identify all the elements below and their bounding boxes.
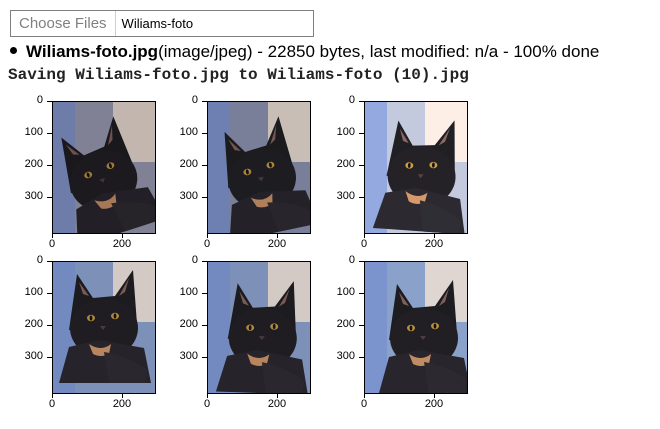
- y-tick-mark: [202, 101, 207, 102]
- y-tick-label: 200: [179, 158, 198, 170]
- subplot-6: 0 100 200 300 0 200: [312, 252, 468, 410]
- y-tick-mark: [202, 293, 207, 294]
- y-tick-mark: [359, 101, 364, 102]
- y-tick-label: 100: [179, 126, 198, 138]
- x-tick-mark: [122, 234, 123, 238]
- x-tick-label: 200: [267, 398, 287, 410]
- y-tick-label: 100: [179, 286, 198, 298]
- y-tick-mark: [47, 101, 52, 102]
- x-tick-label: 200: [112, 398, 132, 410]
- subplot-1: 0 100 200 300 0 200: [0, 92, 156, 250]
- y-tick-label: 200: [24, 158, 43, 170]
- y-tick-mark: [359, 325, 364, 326]
- y-tick-label: 100: [24, 286, 43, 298]
- saving-message: Saving Wiliams-foto.jpg to Wiliams-foto …: [8, 66, 469, 84]
- y-tick-mark: [202, 165, 207, 166]
- y-tick-label: 300: [24, 190, 43, 202]
- y-tick-label: 0: [348, 94, 355, 106]
- x-tick-label: 200: [112, 238, 132, 250]
- subplot-3: 0 100 200 300 0 200: [312, 92, 468, 250]
- y-tick-label: 300: [336, 350, 355, 362]
- y-tick-mark: [359, 165, 364, 166]
- y-tick-mark: [359, 133, 364, 134]
- x-tick-mark: [52, 394, 53, 398]
- y-tick-label: 0: [191, 254, 198, 266]
- y-tick-mark: [359, 261, 364, 262]
- cat-image: [207, 261, 311, 394]
- cat-photo: [53, 262, 155, 393]
- y-tick-label: 0: [191, 94, 198, 106]
- x-tick-mark: [52, 234, 53, 238]
- x-tick-label: 200: [424, 238, 444, 250]
- upload-details: (image/jpeg) - 22850 bytes, last modifie…: [158, 42, 600, 61]
- cat-photo: [365, 102, 467, 233]
- x-tick-mark: [434, 234, 435, 238]
- cat-image: [364, 101, 468, 234]
- y-tick-label: 0: [348, 254, 355, 266]
- x-tick-mark: [364, 394, 365, 398]
- y-tick-label: 300: [24, 350, 43, 362]
- y-tick-mark: [202, 357, 207, 358]
- y-tick-label: 300: [179, 350, 198, 362]
- cat-photo: [53, 102, 155, 233]
- x-tick-label: 0: [360, 398, 368, 410]
- y-tick-label: 200: [336, 318, 355, 330]
- y-tick-mark: [47, 165, 52, 166]
- x-tick-label: 0: [48, 238, 56, 250]
- y-tick-label: 100: [336, 286, 355, 298]
- x-tick-mark: [207, 394, 208, 398]
- cat-photo: [208, 102, 310, 233]
- y-tick-label: 0: [36, 94, 43, 106]
- image-grid: 0 100 200 300 0 200 0 100 200 300 0 200 0 100 200 300 0 2…: [0, 92, 660, 422]
- y-tick-label: 100: [24, 126, 43, 138]
- y-tick-mark: [47, 261, 52, 262]
- y-tick-label: 300: [336, 190, 355, 202]
- x-tick-label: 0: [360, 238, 368, 250]
- y-tick-mark: [47, 197, 52, 198]
- y-tick-label: 200: [179, 318, 198, 330]
- y-tick-label: 0: [36, 254, 43, 266]
- subplot-5: 0 100 200 300 0 200: [155, 252, 311, 410]
- y-tick-label: 200: [24, 318, 43, 330]
- y-tick-mark: [359, 357, 364, 358]
- y-tick-mark: [202, 261, 207, 262]
- cat-image: [207, 101, 311, 234]
- choose-files-button[interactable]: Choose Files: [11, 11, 116, 36]
- x-tick-label: 200: [424, 398, 444, 410]
- y-tick-mark: [47, 357, 52, 358]
- y-tick-mark: [359, 197, 364, 198]
- x-tick-label: 0: [203, 398, 211, 410]
- y-tick-label: 100: [336, 126, 355, 138]
- y-tick-mark: [47, 293, 52, 294]
- upload-status-line: Wiliams-foto.jpg(image/jpeg) - 22850 byt…: [10, 42, 599, 62]
- y-tick-mark: [47, 133, 52, 134]
- y-tick-mark: [202, 197, 207, 198]
- x-tick-mark: [364, 234, 365, 238]
- bullet-icon: [10, 47, 17, 55]
- y-tick-mark: [359, 293, 364, 294]
- subplot-4: 0 100 200 300 0 200: [0, 252, 156, 410]
- y-tick-mark: [202, 325, 207, 326]
- cat-image: [364, 261, 468, 394]
- y-tick-label: 200: [336, 158, 355, 170]
- y-tick-mark: [202, 133, 207, 134]
- x-tick-mark: [122, 394, 123, 398]
- x-tick-mark: [207, 234, 208, 238]
- cat-photo: [208, 262, 310, 393]
- y-tick-label: 300: [179, 190, 198, 202]
- x-tick-label: 200: [267, 238, 287, 250]
- x-tick-label: 0: [48, 398, 56, 410]
- uploaded-file-name: Wiliams-foto.jpg: [26, 42, 159, 61]
- x-tick-mark: [434, 394, 435, 398]
- cat-image: [52, 101, 156, 234]
- x-tick-label: 0: [203, 238, 211, 250]
- cat-photo: [365, 262, 467, 393]
- y-tick-mark: [47, 325, 52, 326]
- selected-file-name: Wiliams-foto: [121, 16, 194, 31]
- file-input[interactable]: Choose Files Wiliams-foto: [10, 10, 314, 37]
- subplot-2: 0 100 200 300 0 200: [155, 92, 311, 250]
- x-tick-mark: [277, 234, 278, 238]
- cat-image: [52, 261, 156, 394]
- x-tick-mark: [277, 394, 278, 398]
